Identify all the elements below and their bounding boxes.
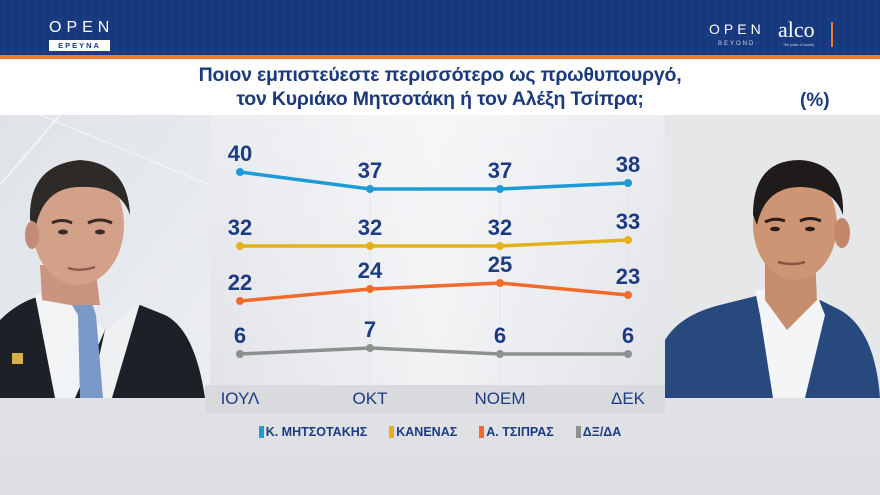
title-background <box>0 59 880 115</box>
data-label: 7 <box>363 317 377 342</box>
logo-divider <box>831 22 833 47</box>
chart-title: Ποιον εμπιστεύεστε περισσότερο ως πρωθυπ… <box>0 64 880 111</box>
header-accent-stripe <box>0 55 880 59</box>
x-tick-label: ΝΟΕΜ <box>474 389 526 408</box>
data-label: 24 <box>357 258 383 283</box>
unit-label: (%) <box>800 90 830 111</box>
data-label: 32 <box>357 215 383 240</box>
open-beyond-logo: OPEN <box>709 21 765 37</box>
legend-item-2: Α. ΤΣΙΠΡΑΣ <box>479 425 554 439</box>
data-label: 25 <box>487 252 513 277</box>
data-label: 22 <box>227 270 253 295</box>
legend-item-3: ΔΞ/ΔΑ <box>575 425 622 439</box>
open-beyond-sub: BEYOND <box>718 41 756 47</box>
open-ereyna-badge: ΕΡΕΥΝΑ <box>49 40 110 51</box>
data-label: 33 <box>615 209 641 234</box>
data-label: 37 <box>487 158 513 183</box>
legend-swatch-icon <box>575 426 581 438</box>
data-label: 23 <box>615 264 641 289</box>
title-line-1: Ποιον εμπιστεύεστε περισσότερο ως πρωθυπ… <box>198 64 682 86</box>
chart-legend: Κ. ΜΗΤΣΟΤΑΚΗΣ ΚΑΝΕΝΑΣ Α. ΤΣΙΠΡΑΣ ΔΞ/ΔΑ <box>0 425 880 439</box>
alco-tagline: The pulse of society <box>783 43 815 47</box>
legend-label: ΚΑΝΕΝΑΣ <box>396 425 458 439</box>
portrait-left-icon <box>0 115 210 398</box>
open-logo: OPEN <box>49 19 115 36</box>
legend-swatch-icon <box>479 426 485 438</box>
legend-label: Κ. ΜΗΤΣΟΤΑΚΗΣ <box>265 425 368 439</box>
legend-swatch-icon <box>258 426 264 438</box>
data-label: 6 <box>493 323 507 348</box>
data-label: 32 <box>487 215 513 240</box>
header-band <box>0 0 880 55</box>
chart-plot-area <box>200 115 670 385</box>
legend-item-1: ΚΑΝΕΝΑΣ <box>389 425 457 439</box>
legend-item-0: Κ. ΜΗΤΣΟΤΑΚΗΣ <box>258 425 368 439</box>
legend-label: Α. ΤΣΙΠΡΑΣ <box>486 425 554 439</box>
data-label: 6 <box>233 323 247 348</box>
alco-logo: alco <box>778 17 815 42</box>
x-tick-label: ΙΟΥΛ <box>220 389 260 408</box>
data-label: 32 <box>227 215 253 240</box>
photo-mitsotakis <box>0 115 210 398</box>
x-axis-band <box>205 385 665 413</box>
legend-swatch-icon <box>389 426 395 438</box>
data-label: 37 <box>357 158 383 183</box>
portrait-right-icon <box>665 115 880 398</box>
x-tick-label: ΟΚΤ <box>352 389 388 408</box>
data-label: 40 <box>227 141 253 166</box>
data-label: 38 <box>615 152 641 177</box>
photo-tsipras <box>665 115 880 398</box>
data-label: 6 <box>621 323 635 348</box>
x-tick-label: ΔΕΚ <box>610 389 646 408</box>
legend-label: ΔΞ/ΔΑ <box>582 425 622 439</box>
title-line-2: τον Κυριάκο Μητσοτάκη ή τον Αλέξη Τσίπρα… <box>236 87 644 110</box>
